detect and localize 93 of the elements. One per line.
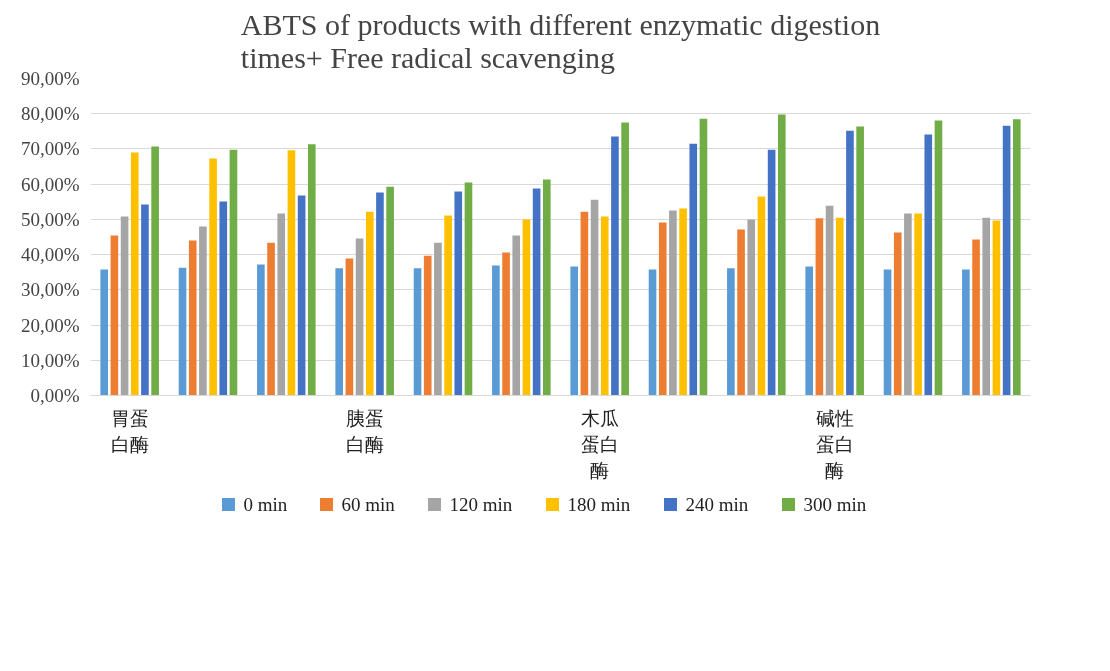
- legend-label: 60 min: [341, 494, 396, 515]
- bar: [992, 220, 1001, 396]
- bar: [767, 149, 776, 396]
- bar: [757, 196, 766, 396]
- bar: [727, 268, 735, 396]
- y-tick-label: 30,00%: [20, 279, 80, 301]
- bar: [376, 192, 384, 396]
- bar: [658, 222, 667, 396]
- legend-label: 240 min: [685, 494, 749, 515]
- bar: [151, 146, 159, 396]
- bar: [257, 264, 265, 396]
- bar: [307, 144, 316, 396]
- bar: [570, 266, 579, 396]
- bar: [100, 269, 109, 396]
- bar: [934, 120, 943, 396]
- bar: [846, 130, 854, 396]
- bar: [600, 216, 609, 396]
- bar: [590, 199, 599, 396]
- bar: [464, 182, 473, 396]
- y-tick-label: 40,00%: [20, 244, 80, 266]
- bar: [413, 268, 422, 396]
- bar: [512, 235, 521, 396]
- bar: [355, 238, 364, 396]
- bar: [345, 258, 354, 396]
- bar: [777, 114, 786, 396]
- bar: [679, 208, 687, 396]
- bar: [444, 215, 452, 396]
- bar: [219, 201, 228, 396]
- bar: [110, 235, 119, 396]
- bar: [856, 126, 864, 396]
- bar: [120, 216, 129, 396]
- bar: [621, 122, 629, 396]
- bar: [267, 242, 275, 396]
- bar: [689, 143, 698, 396]
- bar: [188, 240, 197, 396]
- bar: [386, 186, 394, 396]
- bar: [914, 213, 922, 396]
- x-tick-label: 胃蛋白酶: [110, 406, 149, 455]
- bar: [277, 213, 286, 396]
- bar: [669, 210, 677, 396]
- bar: [130, 152, 139, 396]
- bar: [532, 188, 541, 396]
- bar: [825, 205, 834, 396]
- bar: [502, 252, 510, 396]
- bar: [229, 149, 238, 396]
- legend-label: 120 min: [449, 494, 513, 515]
- x-tick-label: 胰蛋白酶: [345, 406, 384, 455]
- bar: [287, 150, 296, 396]
- bar: [423, 255, 432, 396]
- bar: [737, 229, 745, 396]
- bar: [883, 269, 892, 396]
- bar: [972, 239, 980, 396]
- bar: [747, 219, 756, 396]
- legend-label: 300 min: [803, 494, 867, 515]
- bar: [178, 267, 187, 396]
- y-tick-label: 20,00%: [20, 314, 80, 336]
- bar: [699, 118, 708, 396]
- bar: [542, 179, 551, 396]
- bar: [805, 266, 814, 396]
- bar: [1012, 119, 1021, 396]
- bar: [1002, 125, 1011, 396]
- y-tick-label: 90,00%: [20, 68, 80, 89]
- bar: [924, 134, 933, 396]
- y-tick-label: 60,00%: [20, 173, 80, 195]
- legend-label: 0 min: [243, 494, 288, 515]
- bar: [982, 217, 991, 396]
- y-tick-label: 50,00%: [20, 208, 80, 230]
- bar: [580, 211, 589, 396]
- bar: [835, 217, 844, 396]
- bar: [335, 268, 344, 396]
- bar: [454, 191, 463, 396]
- x-tick-label: 木瓜蛋白酶: [580, 406, 619, 482]
- bar: [893, 232, 902, 396]
- y-tick-label: 70,00%: [20, 138, 80, 160]
- bar: [434, 242, 442, 396]
- bar: [199, 226, 207, 396]
- bar: [611, 136, 619, 396]
- bar: [141, 204, 149, 396]
- bar: [648, 269, 657, 396]
- bar: [522, 219, 531, 396]
- bar: [962, 269, 970, 396]
- bar: [297, 195, 306, 396]
- y-tick-label: 80,00%: [20, 103, 80, 125]
- bar: [815, 218, 824, 396]
- legend-label: 180 min: [567, 494, 631, 515]
- bar: [904, 213, 912, 396]
- x-tick-label: 碱性蛋白酶: [815, 406, 854, 482]
- bar: [209, 158, 217, 396]
- y-tick-label: 0,00%: [30, 385, 80, 406]
- bar: [492, 265, 500, 396]
- chart-title: ABTS of products with different enzymatic digestion times+ Free radical scavenging: [240, 7, 881, 74]
- bar: [365, 211, 374, 396]
- y-tick-label: 10,00%: [20, 349, 80, 371]
